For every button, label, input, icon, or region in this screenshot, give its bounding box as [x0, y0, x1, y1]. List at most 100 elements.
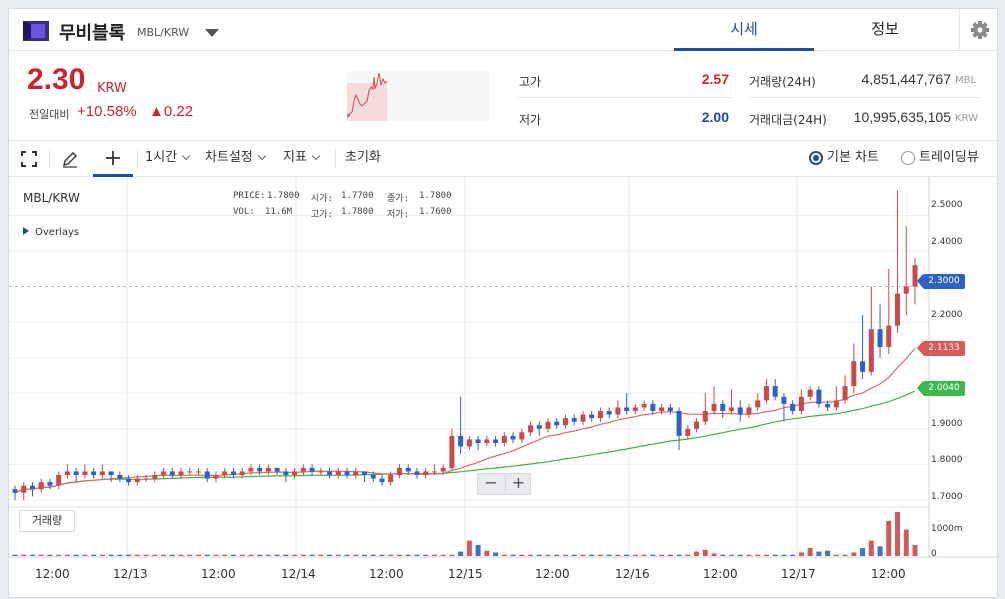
volume-bar	[414, 554, 420, 556]
sparkline-chart	[347, 71, 489, 121]
candle-body	[895, 293, 901, 326]
candle-body	[667, 407, 673, 411]
volume-bar	[423, 554, 429, 556]
candle-body	[213, 475, 219, 479]
volume-bar	[868, 540, 874, 556]
reset-button[interactable]: 초기화	[345, 150, 381, 165]
candle-body	[431, 471, 437, 473]
candle-body	[912, 265, 918, 287]
amount-24h-label: 거래대금(24H)	[749, 113, 827, 127]
volume-bar	[641, 554, 647, 556]
volume-bar	[458, 551, 464, 556]
divider	[749, 97, 981, 98]
candle-body	[117, 475, 123, 479]
volume-bar	[763, 554, 769, 556]
movieblock-logo-icon	[23, 21, 49, 41]
coin-name[interactable]: 무비블록	[59, 23, 126, 44]
volume-bar	[903, 529, 909, 556]
volume-bar	[344, 554, 350, 556]
candle-body	[82, 471, 88, 475]
volume-bar	[755, 554, 761, 556]
volume-bar	[405, 554, 411, 556]
tab-market[interactable]: 시세	[674, 9, 814, 51]
candle-body	[204, 471, 210, 479]
indicators-dropdown[interactable]: 지표	[283, 141, 317, 175]
volume-bar	[99, 554, 105, 556]
candle-body	[134, 478, 140, 483]
pencil-icon[interactable]	[61, 150, 79, 168]
candle-body	[73, 471, 79, 475]
tradingview-radio[interactable]	[901, 151, 915, 165]
candle-body	[606, 411, 612, 415]
candle-body	[405, 467, 411, 472]
volume-bar	[554, 554, 560, 556]
volume-bar	[729, 554, 735, 556]
volume-bar	[519, 554, 525, 556]
ohlc-price: 1.7800	[267, 191, 300, 201]
candle-body	[519, 432, 525, 440]
settings-button[interactable]	[959, 9, 999, 51]
low-value: 2.00	[701, 109, 729, 125]
tradingview-label[interactable]: 트레이딩뷰	[919, 150, 979, 165]
volume-bar	[29, 554, 35, 556]
volume-bar	[300, 554, 306, 556]
volume-bar	[108, 554, 114, 556]
ohlc-low: 1.7600	[419, 207, 452, 217]
candle-body	[195, 471, 201, 473]
zoom-in-button[interactable]: +	[505, 474, 531, 494]
candle-body	[283, 471, 289, 475]
current-price: 2.30	[27, 63, 86, 96]
amount-24h-unit: KRW	[955, 113, 978, 124]
volume-bar	[912, 545, 918, 556]
volume-bar	[886, 520, 892, 556]
chevron-down-icon[interactable]	[205, 29, 219, 37]
ohlc-vol: 11.6M	[265, 207, 293, 217]
basic-chart-radio[interactable]	[809, 151, 823, 165]
candle-body	[781, 396, 787, 404]
candle-body	[860, 361, 866, 372]
fullscreen-icon[interactable]	[21, 151, 37, 167]
candle-body	[580, 414, 586, 422]
candle-body	[475, 439, 481, 443]
candle-body	[694, 421, 700, 429]
x-tick: 12:00	[35, 567, 70, 581]
ohlc-high: 1.7800	[341, 207, 374, 217]
volume-bar	[571, 554, 577, 556]
price-chart[interactable]: MBL/KRW Overlays PRICE: 1.7800 시가: 1.770…	[9, 177, 999, 599]
zoom-control: − +	[477, 473, 531, 495]
volume-bar	[126, 554, 132, 556]
candle-body	[562, 418, 568, 426]
candle-body	[414, 471, 420, 475]
candle-body	[274, 467, 280, 472]
volume-bar	[396, 554, 402, 556]
zoom-out-button[interactable]: −	[484, 473, 498, 492]
volume-bar	[73, 554, 79, 556]
candle-body	[711, 403, 717, 411]
candle-body	[746, 407, 752, 415]
volume-bar	[877, 546, 883, 556]
volume-bar	[580, 554, 586, 556]
candle-body	[903, 286, 909, 294]
candle-body	[222, 471, 228, 475]
x-tick: 12:00	[201, 567, 236, 581]
x-tick: 12:00	[703, 567, 738, 581]
volume-bar	[615, 554, 621, 556]
crosshair-tool[interactable]	[93, 141, 133, 177]
candlestick-chart[interactable]	[9, 177, 999, 599]
candle-body	[64, 471, 70, 475]
x-tick: 12/16	[615, 567, 650, 581]
volume-bar	[562, 554, 568, 556]
volume-bar	[685, 554, 691, 556]
overlays-toggle[interactable]: Overlays	[23, 227, 79, 238]
divider	[49, 149, 50, 169]
price-unit: KRW	[97, 81, 127, 96]
volume-bar	[21, 554, 27, 556]
volume-bar	[624, 554, 630, 556]
basic-chart-label[interactable]: 기본 차트	[827, 150, 879, 165]
tab-info[interactable]: 정보	[871, 20, 899, 38]
interval-dropdown[interactable]: 1시간	[145, 141, 187, 175]
candle-body	[659, 407, 665, 411]
chart-settings-dropdown[interactable]: 차트설정	[205, 141, 263, 175]
candle-body	[56, 475, 62, 486]
candle-body	[589, 414, 595, 419]
